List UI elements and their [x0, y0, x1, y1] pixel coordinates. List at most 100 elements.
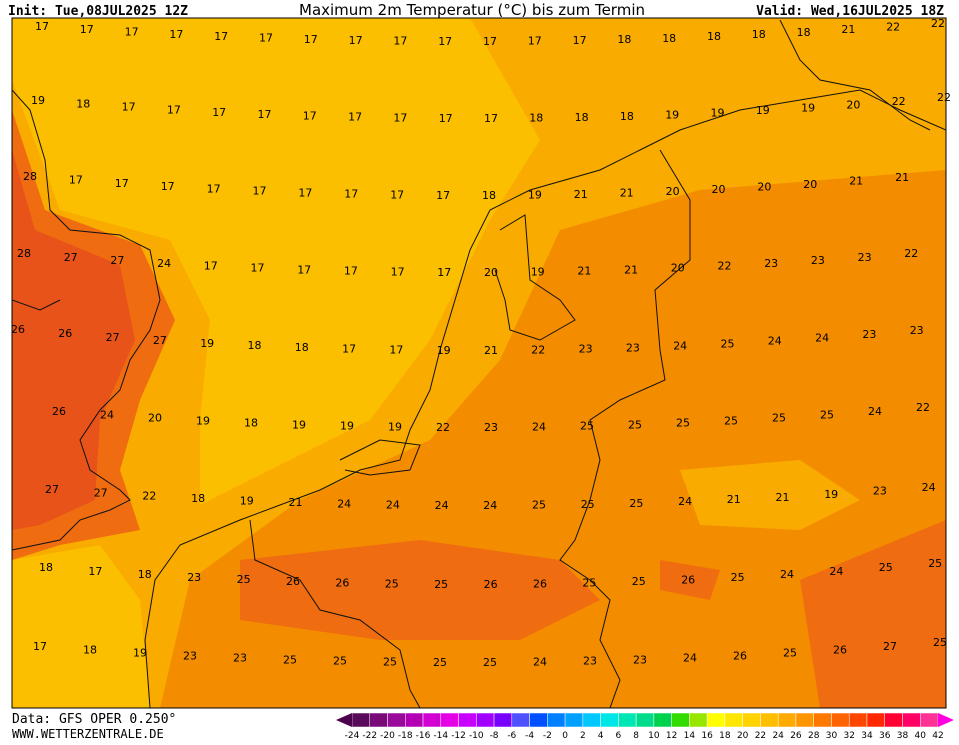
temperature-label: 18 — [191, 492, 205, 505]
colorbar-box — [476, 712, 495, 728]
temperature-label: 17 — [207, 183, 221, 196]
temperature-label: 25 — [434, 578, 448, 591]
colorbar-tick-label: 38 — [897, 731, 909, 741]
temperature-label: 23 — [484, 421, 498, 434]
temperature-label: 17 — [212, 106, 226, 119]
temperature-label: 24 — [678, 495, 692, 508]
colorbar-box — [777, 712, 797, 728]
temperature-label: 17 — [214, 30, 228, 43]
temperature-label: 25 — [629, 497, 643, 510]
temperature-label: 24 — [337, 497, 351, 510]
temperature-label: 25 — [928, 557, 942, 570]
colorbar-box — [493, 712, 513, 728]
temperature-label: 17 — [344, 188, 358, 201]
temperature-label: 25 — [532, 499, 546, 512]
colorbar-box — [760, 712, 779, 728]
contour-26-se — [800, 520, 946, 708]
temperature-label: 24 — [815, 332, 829, 345]
colorbar-box — [387, 712, 406, 728]
temperature-label: 24 — [768, 335, 782, 348]
contour-21-east — [680, 460, 860, 530]
colorbar-box — [848, 712, 868, 728]
temperature-label: 17 — [303, 109, 317, 122]
colorbar-tick-label: -16 — [416, 731, 431, 741]
colorbar-tick-label: -14 — [433, 731, 448, 741]
temperature-label: 17 — [259, 32, 273, 45]
temperature-label: 18 — [752, 28, 766, 41]
colorbar-box — [440, 712, 459, 728]
colorbar-tick-label: 20 — [737, 731, 749, 741]
temperature-label: 17 — [391, 266, 405, 279]
temperature-label: 17 — [251, 262, 265, 275]
colorbar-tick-label: 18 — [719, 731, 731, 741]
colorbar-tick-label: -12 — [451, 731, 466, 741]
temperature-label: 17 — [348, 111, 362, 124]
colorbar-box — [582, 712, 601, 728]
temperature-label: 27 — [883, 640, 897, 653]
colorbar-box — [511, 712, 530, 728]
colorbar-box — [351, 712, 371, 728]
temperature-label: 18 — [707, 30, 721, 43]
temperature-label: 28 — [17, 247, 31, 260]
colorbar: -24 -22 -20 -18 -16 -14 -12 -10 -8 -6 -4 -2 0 2 4 6 8 10 1… — [336, 712, 954, 741]
colorbar-tick-label: -8 — [490, 731, 499, 741]
temperature-label: 17 — [390, 188, 404, 201]
temperature-label: 17 — [161, 180, 175, 193]
temperature-label: 21 — [289, 496, 303, 509]
contour-26-south — [240, 540, 600, 640]
temperature-label: 26 — [733, 649, 747, 662]
colorbar-tick-label: 26 — [790, 731, 802, 741]
temperature-label: 26 — [58, 327, 72, 340]
valid-text: Valid: Wed,16JUL2025 18Z — [756, 4, 944, 19]
temperature-label: 19 — [531, 266, 545, 279]
temperature-label: 20 — [803, 178, 817, 191]
coastline-continent — [144, 89, 946, 708]
temperature-label: 26 — [52, 405, 66, 418]
data-source: Data: GFS OPER 0.250° — [12, 712, 176, 727]
temperature-label: 25 — [483, 656, 497, 669]
temperature-label: 19 — [133, 647, 147, 660]
temperature-label: 24 — [683, 652, 697, 665]
colorbar-box — [919, 712, 939, 728]
temperature-label: 19 — [801, 101, 815, 114]
temperature-label: 27 — [106, 331, 120, 344]
temperature-label: 23 — [764, 257, 778, 270]
temperature-label: 17 — [349, 34, 363, 47]
colorbar-box — [813, 712, 832, 728]
temperature-label: 26 — [681, 573, 695, 586]
temperature-label: 17 — [528, 35, 542, 48]
temperature-label: 17 — [344, 265, 358, 278]
colorbar-tick-label: 30 — [826, 731, 838, 741]
temperature-label: 18 — [295, 341, 309, 354]
temperature-label: 21 — [574, 188, 588, 201]
colorbar-tick-label: 22 — [755, 731, 766, 741]
temperature-label: 26 — [484, 578, 498, 591]
temperature-label: 25 — [582, 577, 596, 590]
temperature-label: 17 — [393, 112, 407, 125]
temperature-label: 23 — [910, 324, 924, 337]
border-south — [249, 519, 421, 708]
temperature-label: 19 — [388, 421, 402, 434]
temperature-label: 27 — [94, 486, 108, 499]
colorbar-box — [742, 712, 761, 728]
colorbar-tick-label: 36 — [879, 731, 891, 741]
temperature-label: 19 — [200, 337, 214, 350]
temperature-label: 18 — [617, 33, 631, 46]
colorbar-tick-label: 10 — [648, 731, 660, 741]
colorbar-tick-label: -6 — [507, 731, 516, 741]
temperature-label: 17 — [88, 565, 102, 578]
temperature-label: 19 — [528, 189, 542, 202]
temperature-label: 23 — [183, 649, 197, 662]
temperature-label: 24 — [829, 565, 843, 578]
colorbar-box — [724, 712, 743, 728]
temperature-label: 26 — [286, 575, 300, 588]
coastline-denmark — [779, 19, 931, 131]
temperature-label: 19 — [292, 418, 306, 431]
temperature-label: 17 — [80, 23, 94, 36]
temperature-label: 24 — [673, 340, 687, 353]
colorbar-tick-label: 40 — [915, 731, 927, 741]
colorbar-arrow-low — [336, 713, 352, 727]
colorbar-box — [689, 712, 708, 728]
init-text: Init: Tue,08JUL2025 12Z — [8, 4, 188, 19]
